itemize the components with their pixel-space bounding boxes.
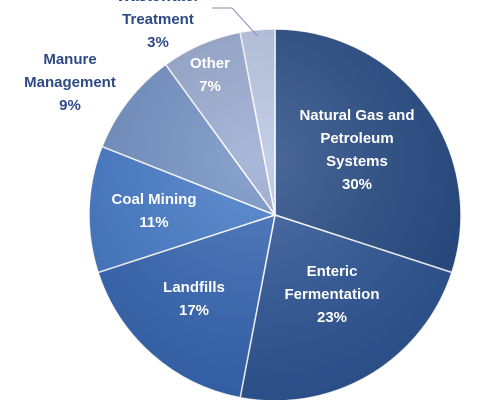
slice-label-coal-mining: Coal Mining 11% bbox=[112, 191, 197, 231]
slice-labels: Natural Gas and Petroleum Systems 30% Enteri… bbox=[24, 0, 414, 326]
slice-label-natural-gas-and-petroleum-systems: Natural Gas and Petroleum Systems 30% bbox=[299, 107, 414, 193]
leader-line-wastewater-treatment bbox=[212, 7, 258, 37]
slice-label-landfills: Landfills 17% bbox=[163, 279, 225, 319]
slice-label-other: Other 7% bbox=[190, 55, 230, 95]
slice-label-wastewater-treatment: WastewaterTreatment3% bbox=[117, 0, 200, 51]
slice-label-manure-management: Manure Management 9% bbox=[24, 51, 116, 114]
slice-label-enteric-fermentation: Enteric Fermentation 23% bbox=[284, 263, 379, 326]
leader-lines bbox=[212, 7, 258, 37]
